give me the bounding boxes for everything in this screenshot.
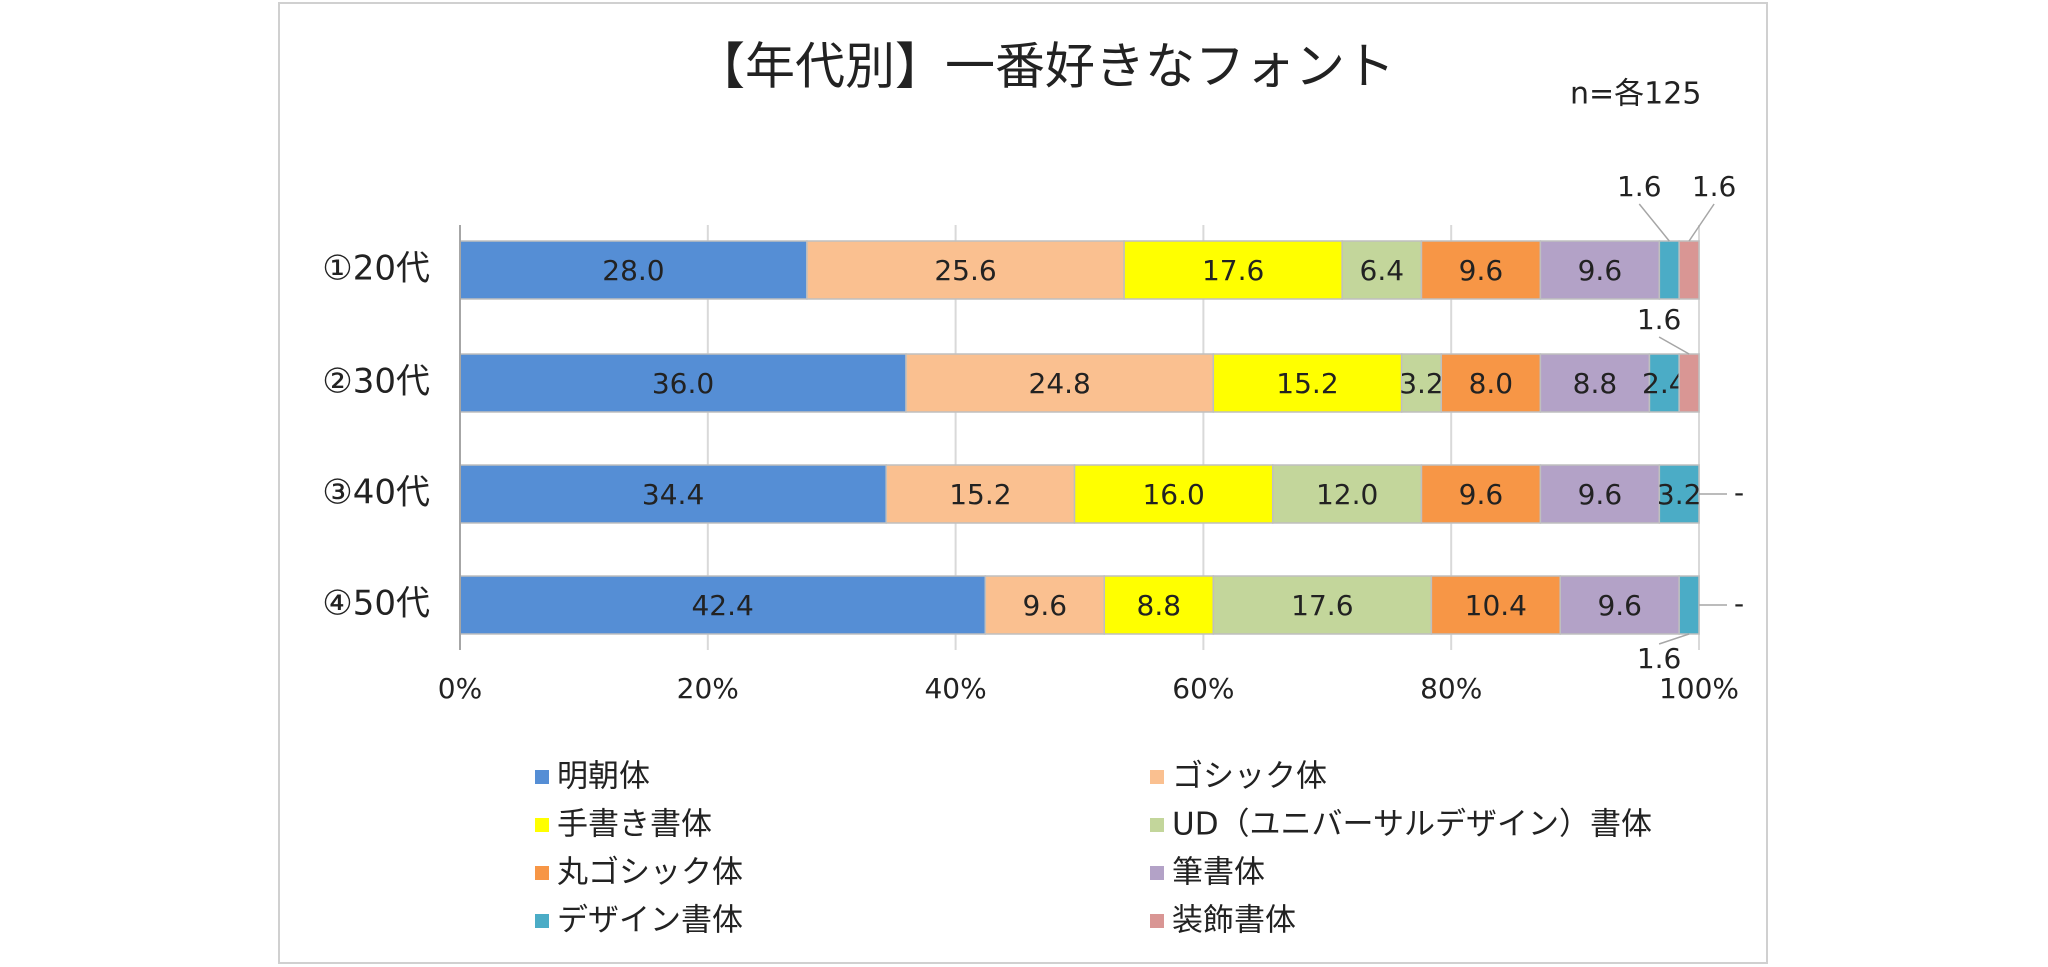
bar-segment — [1678, 575, 1700, 635]
legend-swatch — [535, 914, 549, 928]
data-label: 16.0 — [1142, 478, 1204, 511]
data-label: 8.8 — [1137, 589, 1182, 622]
data-label: 24.8 — [1029, 367, 1091, 400]
x-tick-label: 80% — [1420, 672, 1482, 705]
data-label: 8.0 — [1469, 367, 1514, 400]
data-label: 9.6 — [1459, 478, 1504, 511]
x-tick-label: 20% — [677, 672, 739, 705]
legend-swatch — [1150, 866, 1164, 880]
data-label: 9.6 — [1578, 254, 1623, 287]
bar-segment — [1430, 575, 1561, 635]
legend-label: 筆書体 — [1172, 855, 1265, 891]
bar-segment — [1539, 240, 1661, 300]
data-label: 6.4 — [1360, 254, 1405, 287]
y-tick-label: ③40代 — [322, 473, 430, 513]
legend-label: 明朝体 — [557, 759, 650, 795]
legend-label: 装飾書体 — [1172, 903, 1296, 939]
bar-segment — [1678, 240, 1700, 300]
bar-segment — [1420, 240, 1542, 300]
data-label: 1.6 — [1637, 303, 1682, 336]
bar-segment — [1212, 575, 1433, 635]
data-label: 1.6 — [1692, 170, 1737, 203]
x-tick-label: 100% — [1659, 672, 1739, 705]
bar-segment — [459, 464, 887, 524]
bar-segment — [1658, 464, 1700, 524]
data-label: 17.6 — [1291, 589, 1353, 622]
x-tick-label: 60% — [1172, 672, 1234, 705]
bar-segment — [1440, 353, 1542, 413]
x-tick-label: 40% — [924, 672, 986, 705]
data-label: 28.0 — [602, 254, 664, 287]
legend-swatch — [1150, 914, 1164, 928]
bar-segment — [1272, 464, 1423, 524]
data-label: 15.2 — [1276, 367, 1338, 400]
x-tick-label: 0% — [438, 672, 482, 705]
legend-label: デザイン書体 — [557, 903, 743, 939]
data-label: 3.2 — [1399, 367, 1444, 400]
legend-swatch — [535, 818, 549, 832]
data-label: 42.4 — [691, 589, 753, 622]
bar-segment — [1539, 464, 1661, 524]
bar-segment — [1103, 575, 1215, 635]
bar-segment — [1678, 353, 1700, 413]
legend-swatch — [1150, 770, 1164, 784]
data-label: 8.8 — [1573, 367, 1618, 400]
data-label: 15.2 — [949, 478, 1011, 511]
bar-segment — [459, 353, 907, 413]
data-label: - — [1734, 587, 1744, 620]
legend-swatch — [535, 866, 549, 880]
data-label: 3.2 — [1657, 478, 1702, 511]
data-label: 1.6 — [1617, 170, 1662, 203]
legend-label: 丸ゴシック体 — [557, 855, 743, 891]
y-tick-label: ①20代 — [322, 249, 430, 289]
data-label: 12.0 — [1316, 478, 1378, 511]
leader-line — [1688, 203, 1715, 242]
data-label: - — [1734, 476, 1744, 509]
data-label: 9.6 — [1459, 254, 1504, 287]
bar-segment — [885, 464, 1076, 524]
bar-segment — [1073, 464, 1274, 524]
legend-swatch — [1150, 818, 1164, 832]
legend-label: ゴシック体 — [1172, 759, 1327, 795]
legend-swatch — [535, 770, 549, 784]
leader-line — [1658, 336, 1690, 355]
bar-segment — [1400, 353, 1443, 413]
y-tick-label: ④50代 — [322, 584, 430, 624]
bar-segment — [1658, 240, 1680, 300]
data-label: 9.6 — [1578, 478, 1623, 511]
bar-segment — [459, 575, 987, 635]
data-label: 25.6 — [934, 254, 996, 287]
bar-segment — [1123, 240, 1343, 300]
leader-line — [1638, 203, 1670, 242]
y-tick-label: ②30代 — [322, 362, 430, 402]
legend-label: 手書き書体 — [557, 807, 712, 843]
data-label: 9.6 — [1023, 589, 1068, 622]
data-label: 9.6 — [1597, 589, 1642, 622]
bar-segment — [1539, 353, 1651, 413]
data-label: 17.6 — [1202, 254, 1264, 287]
data-label: 10.4 — [1465, 589, 1527, 622]
chart-title: 【年代別】一番好きなフォント — [695, 38, 1395, 96]
chart-subtitle: n=各125 — [1570, 77, 1701, 112]
data-label: 1.6 — [1637, 642, 1682, 675]
legend-label: UD（ユニバーサルデザイン）書体 — [1172, 807, 1652, 843]
bar-segment — [905, 353, 1215, 413]
leader-line — [1658, 633, 1690, 645]
bar-segment — [1341, 240, 1423, 300]
bar-segment — [1648, 353, 1680, 413]
data-label: 36.0 — [652, 367, 714, 400]
data-label: 34.4 — [642, 478, 704, 511]
